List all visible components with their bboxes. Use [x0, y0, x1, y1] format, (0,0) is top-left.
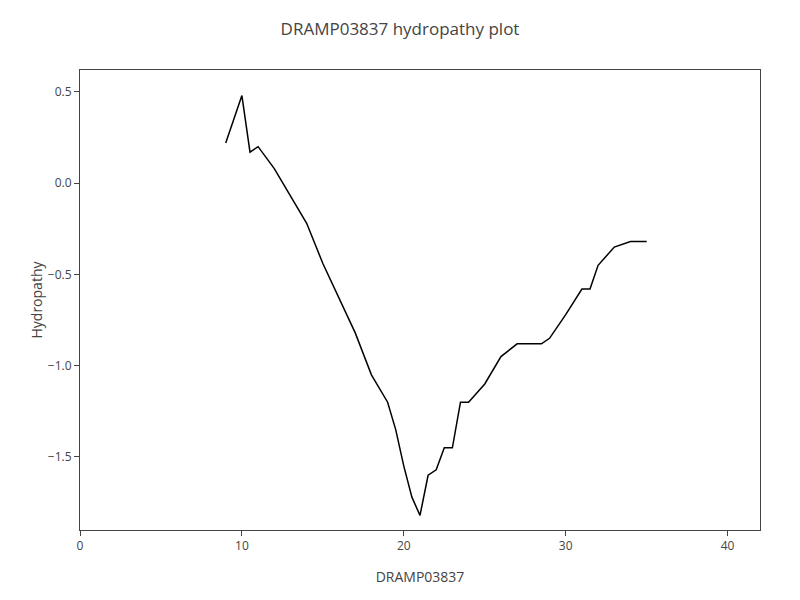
svg-text:20: 20: [397, 537, 411, 554]
svg-text:10: 10: [235, 537, 249, 554]
svg-text:−1.5: −1.5: [48, 448, 72, 465]
svg-text:0.5: 0.5: [55, 83, 72, 100]
svg-text:DRAMP03837 hydropathy plot: DRAMP03837 hydropathy plot: [281, 17, 520, 40]
svg-text:0: 0: [77, 537, 84, 554]
svg-text:Hydropathy: Hydropathy: [27, 261, 46, 339]
svg-text:DRAMP03837: DRAMP03837: [376, 567, 465, 586]
svg-text:−1.0: −1.0: [48, 357, 72, 374]
svg-text:30: 30: [559, 537, 573, 554]
svg-text:−0.5: −0.5: [48, 266, 72, 283]
svg-text:40: 40: [721, 537, 735, 554]
svg-text:0.0: 0.0: [55, 174, 72, 191]
